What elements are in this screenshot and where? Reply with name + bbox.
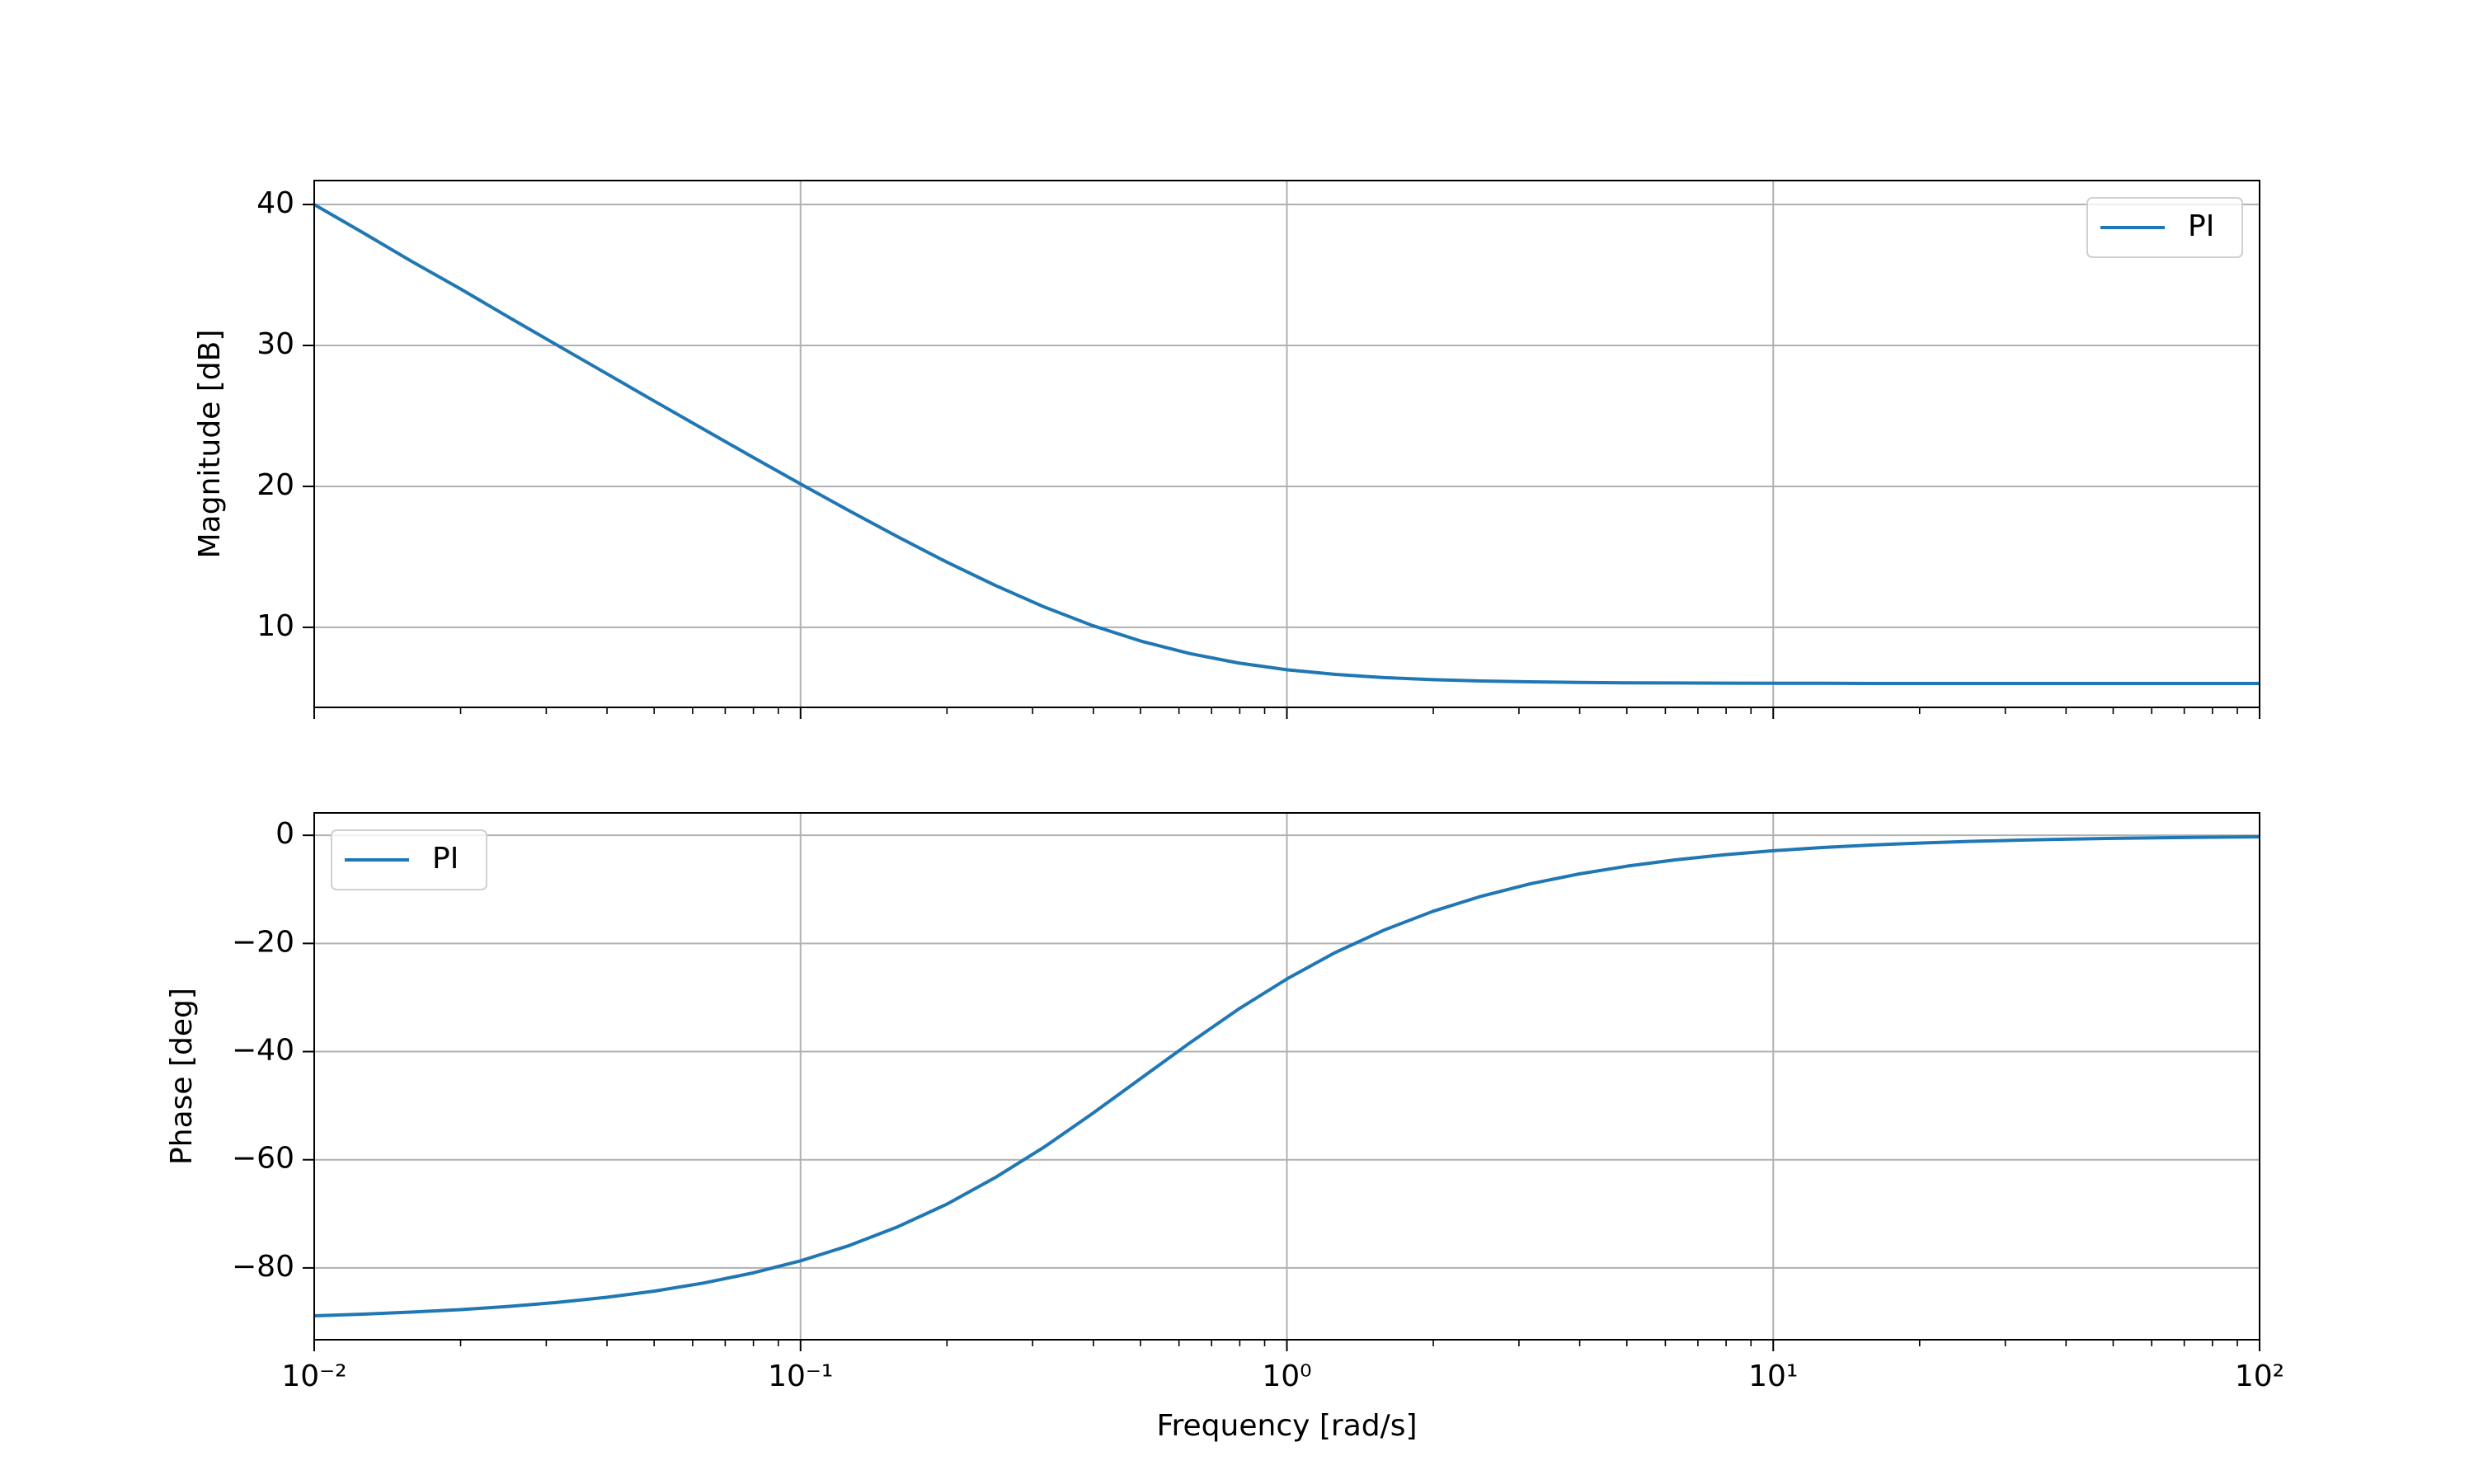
axes-frame [313,812,2260,1341]
legend-label: PI [432,842,459,876]
data-line [314,203,2260,685]
x-axis-label: Frequency [rad/s] [1156,1409,1417,1443]
legend-label: PI [2188,209,2214,243]
y-axis-label: Phase [deg] [165,988,199,1165]
y-tick-label: 40 [256,186,294,220]
y-tick-label: −40 [232,1034,294,1068]
y-tick-label: −20 [232,925,294,959]
y-tick-label: −60 [232,1142,294,1176]
y-tick-label: 10 [256,609,294,643]
y-tick-label: 0 [275,817,294,851]
data-line [314,835,2260,1317]
y-tick-label: −80 [232,1250,294,1284]
x-tick-label: 10⁰ [1262,1360,1311,1393]
x-tick-label: 10² [2235,1360,2284,1393]
x-tick-label: 10¹ [1748,1360,1798,1393]
y-tick-label: 20 [256,468,294,502]
y-axis-label: Magnitude [dB] [193,330,227,559]
y-tick-label: 30 [256,327,294,361]
axes-frame [313,180,2260,708]
x-tick-label: 10⁻² [281,1360,346,1393]
x-tick-label: 10⁻¹ [768,1360,833,1393]
